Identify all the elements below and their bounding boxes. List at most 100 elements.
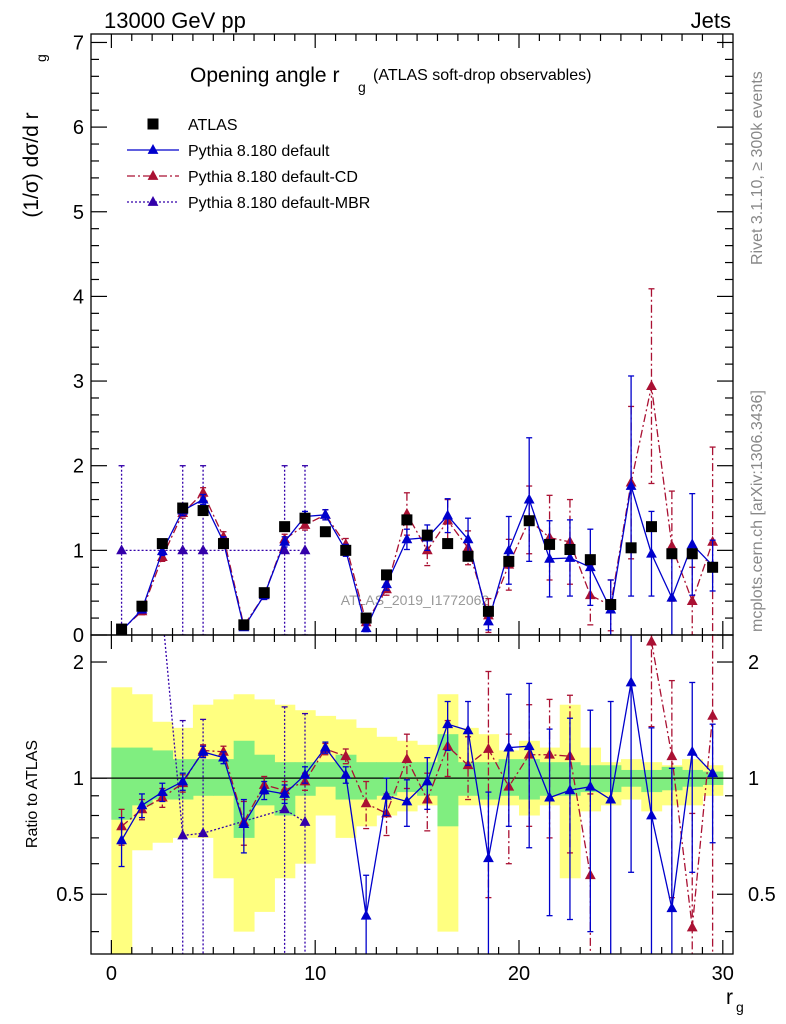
- band-inner-bin: [233, 740, 255, 838]
- data-point-triangle: [646, 809, 657, 820]
- data-point-triangle: [544, 552, 555, 563]
- data-point-triangle: [197, 544, 209, 555]
- band-inner-bin: [437, 734, 459, 827]
- data-point-triangle: [279, 787, 291, 798]
- data-point-triangle: [686, 921, 698, 932]
- data-point-square: [462, 550, 474, 562]
- data-point-triangle: [421, 775, 433, 786]
- data-point-square: [238, 619, 250, 631]
- data-point-triangle: [279, 535, 291, 546]
- main-title-text: Opening angle r: [190, 64, 339, 87]
- data-point-square: [625, 542, 637, 554]
- data-point-square: [217, 538, 229, 550]
- band-inner-bin: [457, 762, 479, 796]
- legend-marker: [147, 144, 159, 154]
- data-point-triangle: [605, 793, 617, 804]
- data-point-square: [544, 538, 556, 550]
- y-tick-label-main: 7: [73, 32, 84, 54]
- x-tick-label: 30: [712, 963, 734, 985]
- data-point-triangle: [462, 533, 474, 544]
- data-point-triangle: [646, 635, 657, 646]
- data-point-square: [503, 555, 515, 567]
- y-tick-label-main: 4: [73, 286, 84, 308]
- data-point-square: [381, 569, 393, 581]
- data-point-triangle: [666, 591, 678, 602]
- main-plot: [116, 288, 719, 635]
- ratio-ylabel: Ratio to ATLAS: [24, 740, 41, 848]
- data-point-triangle: [462, 724, 474, 735]
- header-left: 13000 GeV pp: [104, 8, 246, 33]
- data-point-triangle: [707, 767, 719, 778]
- data-point-triangle: [360, 622, 372, 633]
- data-point-triangle: [401, 795, 413, 806]
- data-point-square: [707, 561, 719, 573]
- data-point-triangle: [707, 709, 719, 720]
- data-point-square: [136, 600, 148, 612]
- side-text-bottom: mcplots.cern.ch [arXiv:1306.3436]: [749, 390, 766, 632]
- legend-label: ATLAS: [188, 117, 238, 134]
- data-point-triangle: [625, 480, 637, 490]
- data-point-square: [584, 554, 596, 566]
- main-ylabel-group: (1/σ) dσ/d r g: [20, 54, 49, 217]
- data-point-triangle: [442, 718, 454, 729]
- series-line: [650, 641, 714, 928]
- data-point-triangle: [503, 741, 515, 752]
- data-point-triangle: [340, 768, 352, 779]
- data-point-square: [645, 521, 657, 533]
- band-inner-bin: [111, 747, 133, 820]
- data-point-square: [340, 544, 352, 556]
- data-point-square: [319, 526, 331, 538]
- main-ylabel-sub: g: [33, 54, 49, 62]
- data-point-triangle: [116, 544, 127, 555]
- data-point-triangle: [156, 786, 168, 797]
- data-point-triangle: [360, 797, 372, 808]
- data-point-triangle: [360, 909, 372, 920]
- band-inner-bin: [213, 759, 235, 796]
- legend-label: Pythia 8.180 default-MBR: [188, 195, 370, 212]
- y-tick-label-ratio-right: 1: [748, 768, 759, 790]
- data-point-triangle: [503, 544, 515, 555]
- legend-marker: [147, 118, 159, 130]
- y-tick-label-main: 2: [73, 456, 84, 478]
- axes: 0 10 20 30 0 1 2 3 4 5 6 7 0.5 0.5 1 1 2 2: [56, 32, 776, 985]
- main-ylabel: (1/σ) dσ/d r: [20, 112, 43, 217]
- data-point-square: [605, 599, 617, 611]
- ratio-frame: [90, 634, 734, 955]
- ratio-plot: [91, 635, 733, 954]
- data-point-square: [299, 512, 311, 524]
- data-point-triangle: [523, 493, 535, 504]
- data-point-triangle: [564, 551, 576, 562]
- band-inner-bin: [131, 747, 153, 806]
- legend-marker: [147, 170, 159, 180]
- data-point-triangle: [401, 533, 413, 544]
- side-text-top: Rivet 3.1.10, ≥ 300k events: [749, 71, 766, 265]
- band-inner-bin: [152, 750, 174, 800]
- y-tick-label-main: 6: [73, 117, 84, 139]
- series-line: [121, 386, 714, 631]
- legend: ATLAS Pythia 8.180 default Pythia 8.180 de…: [127, 117, 370, 212]
- data-point-triangle: [197, 827, 209, 838]
- x-tick-label: 20: [508, 963, 530, 985]
- data-point-triangle: [646, 380, 657, 391]
- y-tick-label-ratio-right: 0.5: [748, 884, 776, 906]
- x-tick-label: 0: [106, 963, 117, 985]
- data-point-square: [279, 521, 291, 533]
- y-tick-label-ratio-right: 2: [748, 652, 759, 674]
- series-line: [121, 682, 714, 916]
- xlabel-sub: g: [736, 999, 744, 1015]
- data-point-triangle: [258, 784, 270, 795]
- data-point-square: [401, 514, 413, 526]
- y-tick-label-ratio: 1: [73, 768, 84, 790]
- data-point-triangle: [136, 799, 148, 810]
- data-point-triangle: [156, 545, 168, 556]
- data-point-triangle: [299, 518, 311, 529]
- data-point-triangle: [177, 775, 189, 786]
- series-line: [182, 808, 306, 837]
- data-point-triangle: [666, 902, 678, 913]
- data-point-square: [666, 548, 678, 560]
- legend-marker: [147, 196, 159, 206]
- data-point-triangle: [218, 751, 229, 762]
- data-point-triangle: [340, 750, 352, 761]
- y-tick-label-main: 0: [73, 625, 84, 647]
